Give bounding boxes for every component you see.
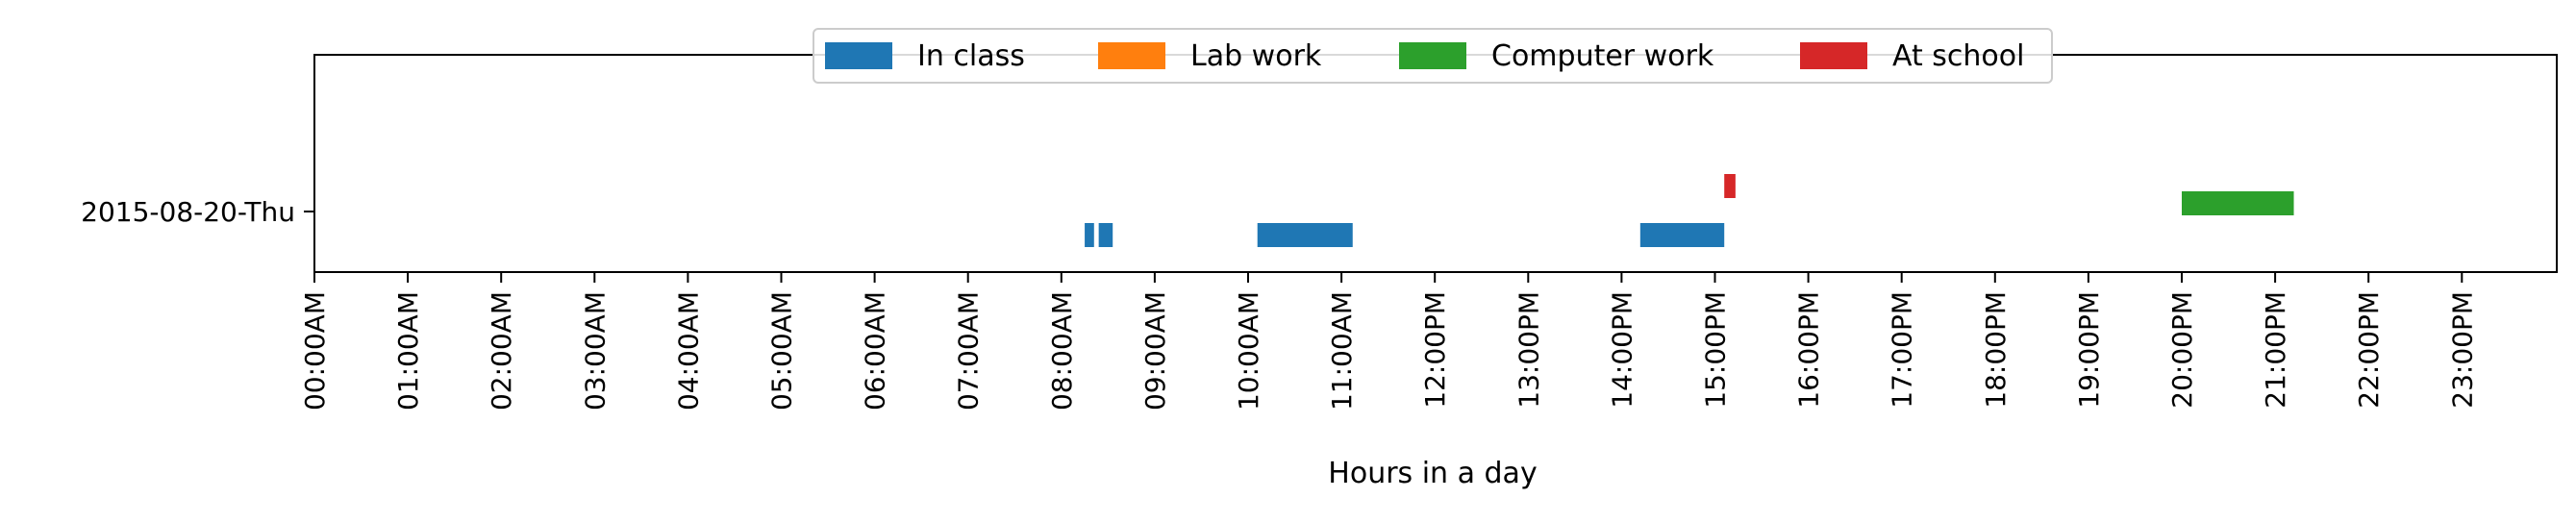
x-tick-label: 01:00AM [392, 291, 424, 411]
x-tick-label: 16:00PM [1793, 291, 1825, 409]
legend-label-in-class: In class [917, 39, 1025, 73]
x-tick-label: 00:00AM [299, 291, 331, 411]
legend-label-computer-work: Computer work [1491, 39, 1714, 73]
marks-layer [1085, 174, 2294, 247]
x-tick-label: 10:00AM [1233, 291, 1264, 411]
axis-layer: 00:00AM 01:00AM 02:00AM 03:00AM 04:00AM 05:00… [81, 196, 2478, 411]
x-tick-label: 23:00PM [2446, 291, 2478, 409]
legend-swatch-lab-work [1098, 42, 1165, 69]
x-tick-label: 18:00PM [1980, 291, 2012, 409]
x-tick-label: 14:00PM [1606, 291, 1638, 409]
bar-in-class [1257, 223, 1353, 247]
x-tick-label: 17:00PM [1887, 291, 1918, 409]
y-tick-label: 2015-08-20-Thu [81, 196, 295, 228]
x-tick-label: 11:00AM [1326, 291, 1358, 411]
bar-at-school [1724, 174, 1736, 198]
x-tick-label: 03:00AM [579, 291, 611, 411]
plot-frame [313, 54, 2558, 273]
x-tick-label: 08:00AM [1046, 291, 1078, 411]
bar-in-class [1639, 223, 1725, 247]
x-tick-label: 04:00AM [672, 291, 704, 411]
bar-in-class [1085, 223, 1094, 247]
x-tick-label: 02:00AM [486, 291, 517, 411]
legend-swatch-at-school [1800, 42, 1867, 69]
x-tick-label: 12:00PM [1419, 291, 1451, 409]
x-tick-label: 22:00PM [2353, 291, 2385, 409]
legend-label-lab-work: Lab work [1190, 39, 1322, 73]
x-axis-label: Hours in a day [1328, 457, 1537, 490]
x-tick-label: 06:00AM [860, 291, 891, 411]
legend: In class Lab work Computer work At school [813, 28, 2053, 84]
x-tick-label: 07:00AM [953, 291, 985, 411]
x-tick-label: 21:00PM [2260, 291, 2291, 409]
x-tick-label: 05:00AM [766, 291, 798, 411]
x-tick-label: 09:00AM [1139, 291, 1171, 411]
x-tick-label: 19:00PM [2073, 291, 2105, 409]
legend-swatch-in-class [825, 42, 892, 69]
legend-swatch-computer-work [1399, 42, 1466, 69]
legend-label-at-school: At school [1892, 39, 2024, 73]
x-tick-label: 15:00PM [1700, 291, 1732, 409]
x-tick-label: 20:00PM [2166, 291, 2198, 409]
x-tick-label: 13:00PM [1513, 291, 1544, 409]
bar-computer-work [2182, 191, 2294, 215]
bar-in-class [1098, 223, 1113, 247]
